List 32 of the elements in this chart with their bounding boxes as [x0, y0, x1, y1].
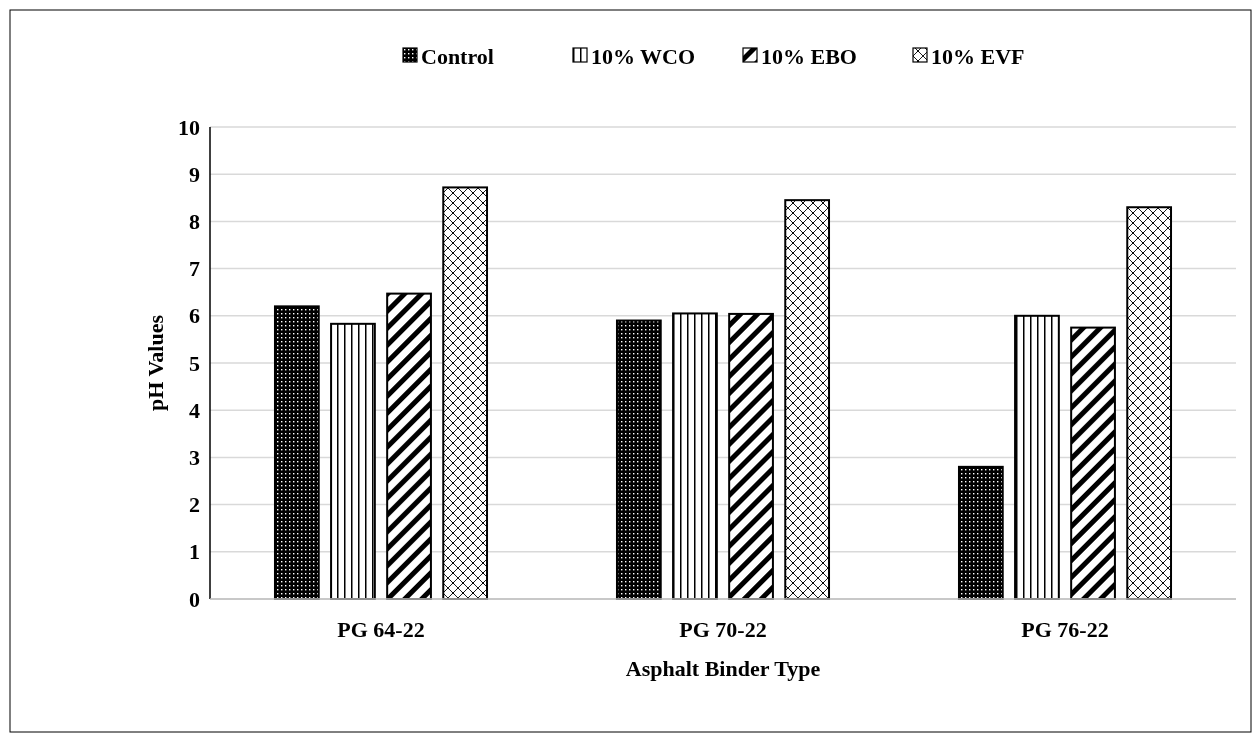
y-tick-label: 4 [189, 397, 200, 423]
bar [1126, 206, 1173, 600]
x-tick-label: PG 76-22 [1021, 617, 1109, 642]
y-tick-label: 1 [189, 539, 200, 565]
bar [273, 305, 320, 600]
bar [784, 199, 831, 600]
y-tick-label: 6 [189, 303, 200, 329]
bar [1014, 314, 1060, 600]
y-tick-label: 7 [189, 256, 200, 282]
legend-label: 10% EVF [931, 43, 1025, 69]
y-axis-title: pH Values [143, 314, 168, 411]
y-tick-label: 10 [178, 114, 200, 140]
x-tick-label: PG 64-22 [337, 617, 425, 642]
bar [1070, 326, 1116, 600]
y-tick-label: 0 [189, 586, 200, 612]
y-tick-label: 2 [189, 492, 200, 518]
y-tick-label: 5 [189, 350, 200, 376]
legend-label: 10% EBO [761, 43, 857, 69]
bar [330, 322, 376, 600]
bar [442, 186, 489, 600]
y-tick-label: 3 [189, 444, 200, 470]
bar [615, 319, 662, 600]
x-tick-label: PG 70-22 [679, 617, 767, 642]
x-axis-title: Asphalt Binder Type [625, 656, 821, 681]
bar [728, 312, 774, 600]
bar [672, 312, 718, 600]
legend-label: Control [421, 43, 494, 69]
y-tick-label: 8 [189, 208, 200, 234]
bar [957, 465, 1004, 600]
y-tick-label: 9 [189, 161, 200, 187]
legend-label: 10% WCO [591, 43, 696, 69]
bar [386, 292, 432, 600]
